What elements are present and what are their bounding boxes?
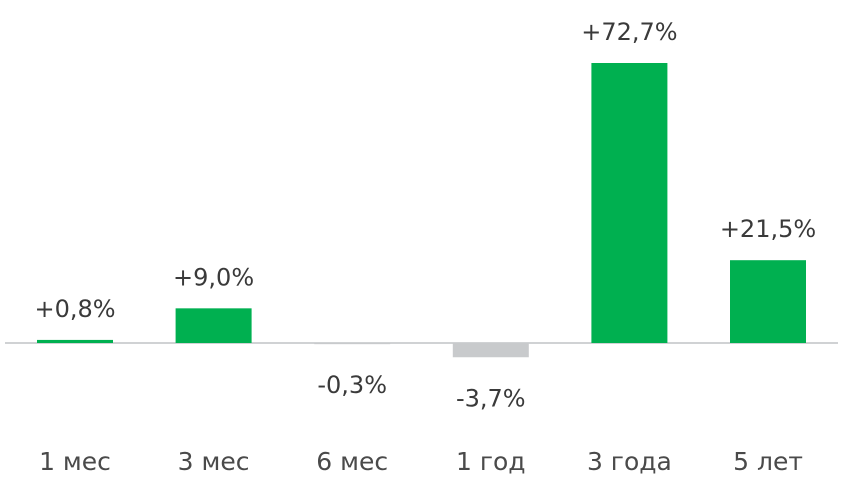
value-label: +72,7% bbox=[581, 18, 677, 46]
x-tick-label: 3 мес bbox=[178, 447, 250, 476]
bar bbox=[175, 308, 252, 343]
value-label: +21,5% bbox=[720, 215, 816, 243]
x-tick-label: 1 год bbox=[456, 447, 526, 476]
bar bbox=[591, 63, 668, 343]
x-tick-label: 6 мес bbox=[316, 447, 388, 476]
value-label: -0,3% bbox=[317, 371, 387, 399]
value-label: -3,7% bbox=[456, 384, 526, 412]
bar bbox=[37, 339, 113, 343]
bar bbox=[452, 343, 529, 358]
x-tick-label: 5 лет bbox=[733, 447, 803, 476]
x-tick-label: 1 мес bbox=[39, 447, 111, 476]
x-tick-label: 3 года bbox=[587, 447, 672, 476]
bar bbox=[730, 260, 806, 343]
bar bbox=[314, 343, 391, 345]
value-label: +9,0% bbox=[173, 263, 254, 291]
value-label: +0,8% bbox=[34, 295, 115, 323]
